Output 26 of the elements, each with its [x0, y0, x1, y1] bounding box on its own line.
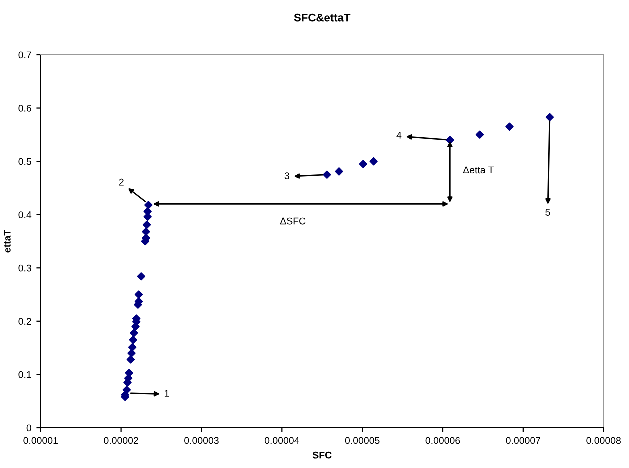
- x-tick-label: 0.00003: [184, 437, 219, 444]
- annotation: 5: [546, 209, 550, 216]
- y-tick-label: 0: [26, 424, 32, 432]
- y-tick-label: 0.6: [18, 105, 32, 112]
- y-tick-label: 0.7: [18, 52, 32, 59]
- chart-title: SFC&ettaT: [294, 14, 351, 22]
- annotation: ΔSFC: [280, 218, 306, 225]
- annotation: 3: [284, 172, 290, 180]
- y-tick-label: 0.4: [18, 212, 32, 218]
- x-axis-title: SFC: [312, 452, 332, 459]
- annotation: 4: [396, 132, 402, 139]
- annotation: 2: [119, 178, 124, 186]
- x-tick-label: 0.00004: [264, 437, 300, 444]
- x-tick-label: 0.00005: [345, 437, 380, 444]
- y-tick-label: 0.3: [18, 264, 32, 272]
- y-tick-label: 0.1: [18, 371, 32, 378]
- y-tick-label: 0.2: [18, 318, 32, 326]
- y-axis-title: ettaT: [4, 230, 11, 253]
- annotation: 1: [164, 390, 170, 397]
- y-tick-label: 0.5: [18, 158, 32, 166]
- x-tick-label: 0.00001: [24, 437, 58, 444]
- x-tick-label: 0.00006: [426, 437, 460, 444]
- annotation: Δetta T: [463, 166, 494, 174]
- x-tick-label: 0.00007: [506, 437, 541, 444]
- x-tick-label: 0.00008: [586, 437, 621, 444]
- x-tick-label: 0.00002: [104, 437, 138, 444]
